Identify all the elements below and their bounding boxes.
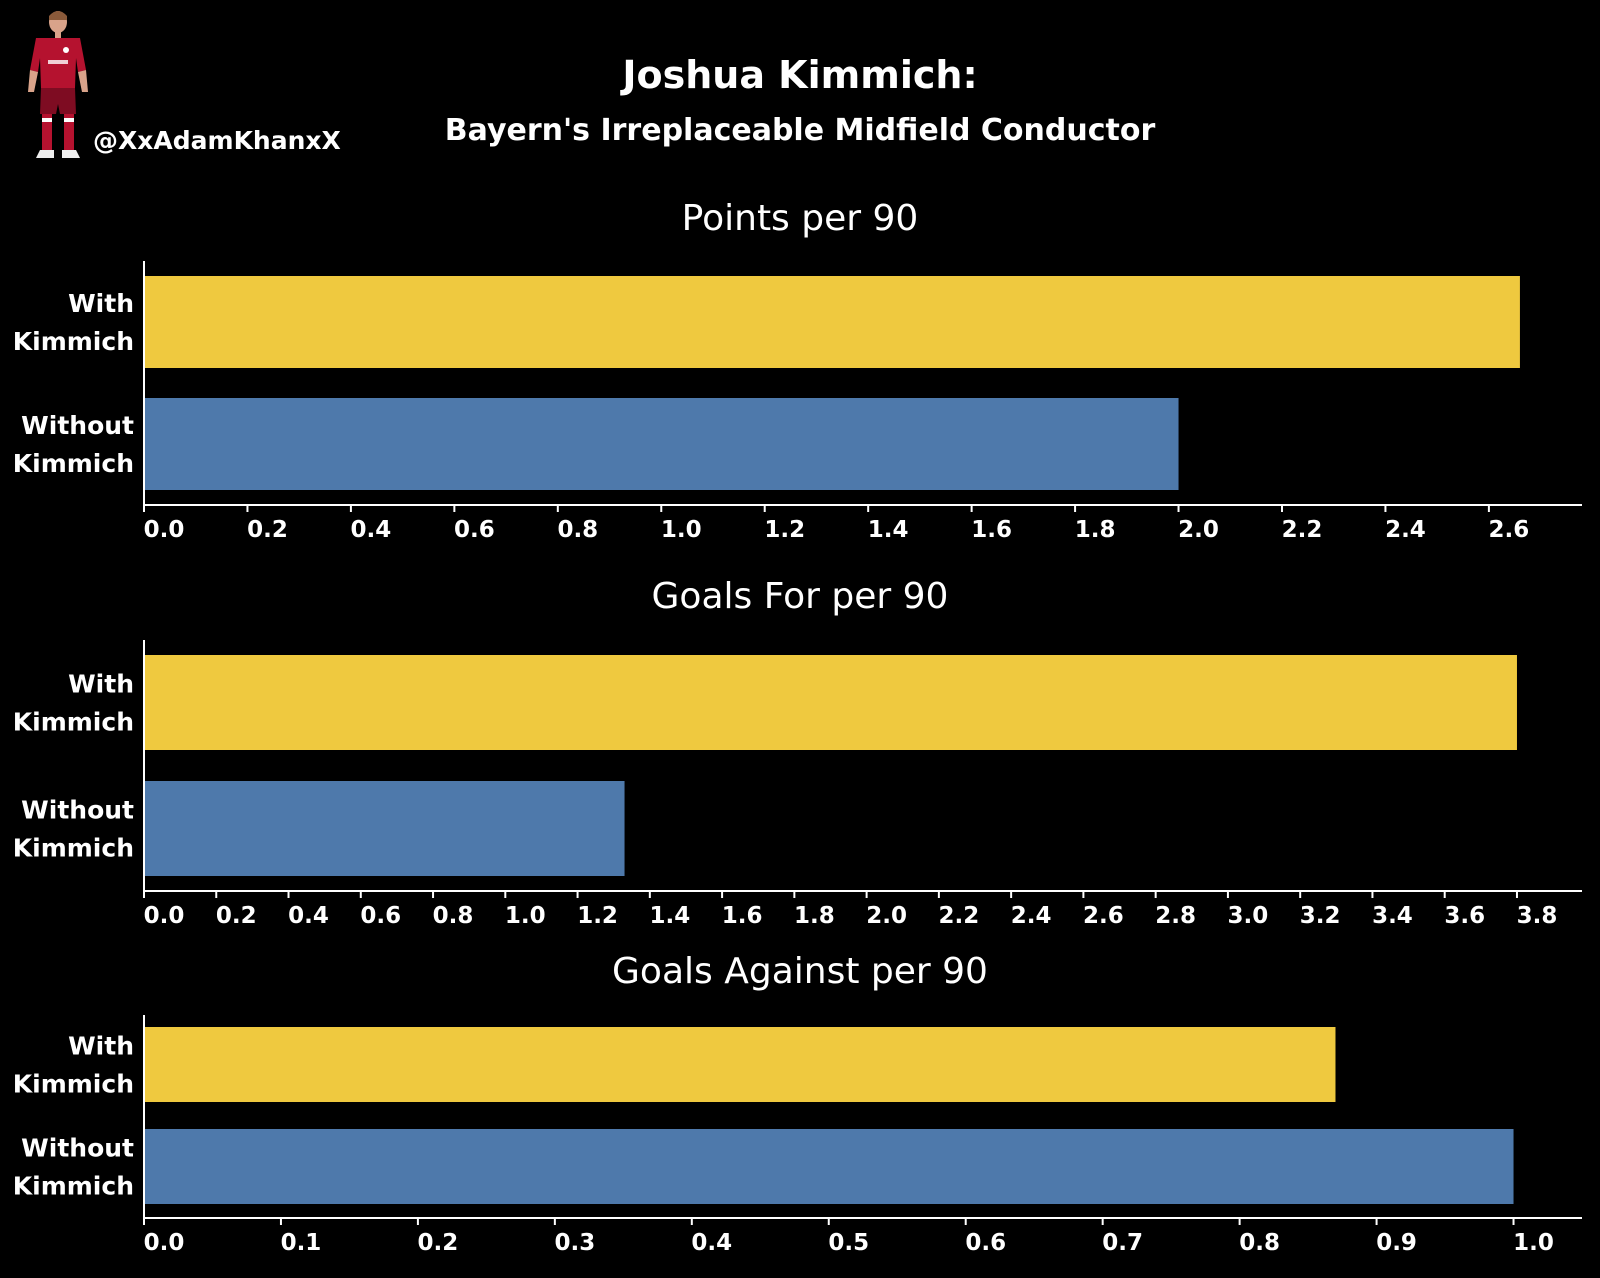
bar-without-kimmich [144,398,1179,490]
x-tick-label: 1.8 [1075,517,1116,543]
x-tick-label: 1.6 [722,903,763,929]
x-tick-label: 0.2 [216,903,257,929]
x-tick-label: 1.2 [764,517,805,543]
x-tick-label: 0.8 [557,517,598,543]
x-tick-label: 0.6 [965,1230,1006,1256]
x-tick-label: 0.0 [144,903,185,929]
x-tick-label: 0.2 [418,1230,459,1256]
category-label: Without [21,796,134,825]
x-tick-label: 0.0 [144,517,185,543]
x-tick-label: 1.8 [794,903,835,929]
player-figure-icon [28,11,88,158]
chart-panel-2: Goals For per 90 With Kimmich Without Kimmic… [13,576,1582,929]
panel-title: Goals Against per 90 [612,951,988,992]
x-tick-label: 0.3 [554,1230,595,1256]
x-tick-label: 2.0 [1178,517,1219,543]
x-tick-label: 3.8 [1517,903,1558,929]
x-tick-label: 0.7 [1102,1230,1143,1256]
category-label: Kimmich [13,327,134,356]
author-handle: @XxAdamKhanxX [93,126,341,155]
x-tick-label: 1.0 [661,517,702,543]
chart-panel-3: Goals Against per 90 With Kimmich Without Ki… [13,951,1582,1256]
x-tick-label: 0.6 [454,517,495,543]
bar-with-kimmich [144,276,1520,368]
x-tick-label: 1.2 [577,903,618,929]
x-tick-label: 2.2 [1282,517,1323,543]
x-tick-label: 0.6 [360,903,401,929]
panel-title: Points per 90 [682,198,919,239]
bar-without-kimmich [144,781,625,876]
x-tick-label: 0.9 [1376,1230,1417,1256]
x-tick-label: 2.0 [866,903,907,929]
x-tick-label: 0.0 [144,1230,185,1256]
x-tick-label: 3.2 [1300,903,1341,929]
x-tick-label: 0.8 [433,903,474,929]
x-tick-label: 2.8 [1155,903,1196,929]
x-tick-label: 0.1 [281,1230,322,1256]
x-tick-label: 3.0 [1228,903,1269,929]
page-title: Joshua Kimmich: [619,53,977,97]
x-tick-label: 2.6 [1083,903,1124,929]
bar-without-kimmich [144,1129,1514,1204]
bar-with-kimmich [144,655,1517,750]
category-label: Without [21,411,134,440]
x-tick-label: 0.4 [351,517,392,543]
category-label: Kimmich [13,1070,134,1099]
x-tick-label: 3.4 [1372,903,1413,929]
category-label: With [68,670,134,699]
chart-panels: Points per 90 With Kimmich Without Kimmich 0.… [13,198,1582,1256]
category-label: Kimmich [13,834,134,863]
x-tick-label: 0.4 [691,1230,732,1256]
x-tick-label: 1.0 [505,903,546,929]
bar-with-kimmich [144,1027,1336,1102]
category-label: Kimmich [13,449,134,478]
category-label: Kimmich [13,1172,134,1201]
category-label: With [68,289,134,318]
x-tick-label: 0.2 [247,517,288,543]
x-tick-label: 0.8 [1239,1230,1280,1256]
page-subtitle: Bayern's Irreplaceable Midfield Conducto… [445,113,1156,148]
category-label: Without [21,1134,134,1163]
x-tick-label: 1.6 [971,517,1012,543]
x-tick-label: 3.6 [1444,903,1485,929]
x-tick-label: 1.4 [868,517,909,543]
x-tick-label: 0.5 [828,1230,869,1256]
panel-title: Goals For per 90 [652,576,949,617]
x-tick-label: 2.4 [1385,517,1426,543]
x-tick-label: 1.0 [1513,1230,1554,1256]
x-tick-label: 2.2 [938,903,979,929]
x-tick-label: 2.6 [1489,517,1530,543]
x-tick-label: 1.4 [649,903,690,929]
chart-panel-1: Points per 90 With Kimmich Without Kimmich 0.… [13,198,1582,543]
x-tick-label: 0.4 [288,903,329,929]
category-label: With [68,1032,134,1061]
category-label: Kimmich [13,708,134,737]
x-tick-label: 2.4 [1011,903,1052,929]
